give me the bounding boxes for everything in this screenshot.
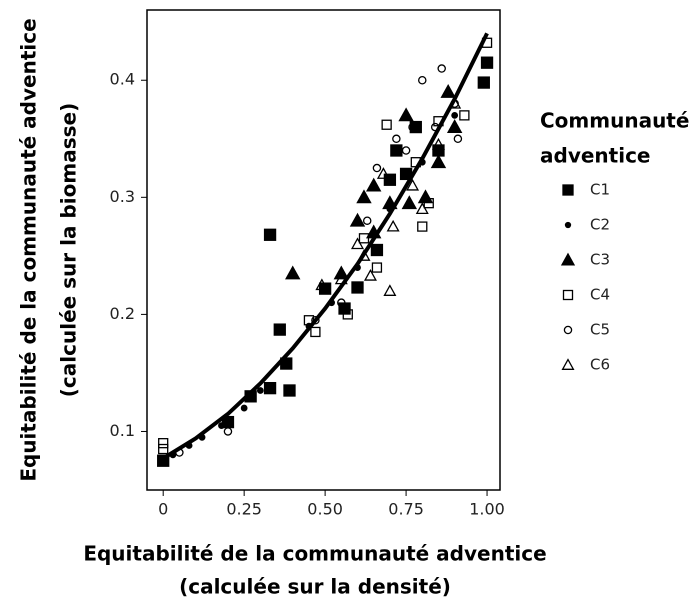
- point: [451, 111, 459, 119]
- fit-curve: [162, 32, 489, 461]
- point: [318, 282, 332, 295]
- point: [285, 265, 301, 280]
- point: [417, 221, 428, 232]
- point: [342, 309, 353, 320]
- point: [315, 278, 329, 291]
- x-tick-label: 0.75: [388, 500, 424, 519]
- y-tick-label: 0.1: [110, 421, 135, 440]
- point: [223, 427, 233, 436]
- legend-label: C4: [590, 286, 610, 304]
- legend-marker: [560, 252, 576, 266]
- point: [158, 443, 169, 455]
- y-axis-label: Equitabilité de la communauté adventice: [17, 18, 41, 481]
- legend-label: C2: [590, 216, 610, 234]
- point: [356, 189, 372, 204]
- point: [240, 404, 248, 412]
- point: [376, 167, 390, 179]
- point: [350, 237, 365, 250]
- y-tick-label: 0.3: [110, 187, 135, 206]
- point: [381, 119, 392, 130]
- point: [372, 163, 382, 173]
- point: [415, 202, 429, 214]
- legend-marker: [564, 221, 572, 229]
- point: [418, 75, 427, 85]
- point: [437, 64, 446, 73]
- point: [392, 134, 401, 144]
- y-tick-label: 0.4: [110, 70, 135, 89]
- point: [351, 281, 364, 294]
- point: [459, 110, 470, 121]
- point: [406, 178, 420, 191]
- point: [431, 137, 445, 150]
- legend-title: Communauté: [540, 109, 689, 133]
- point: [371, 262, 383, 273]
- point: [157, 454, 170, 467]
- point: [453, 134, 463, 144]
- point: [263, 228, 277, 241]
- x-axis-label: Equitabilité de la communauté adventice: [83, 542, 546, 566]
- x-axis-label: (calculée sur la densité): [179, 575, 451, 599]
- point: [446, 119, 463, 134]
- x-tick-label: 1.00: [469, 500, 505, 519]
- legend-label: C6: [590, 356, 610, 374]
- legend-marker: [563, 325, 573, 335]
- point: [263, 381, 277, 395]
- y-tick-label: 0.2: [110, 304, 135, 323]
- point: [283, 384, 296, 397]
- point: [358, 233, 370, 244]
- point: [401, 146, 411, 155]
- x-tick-label: 0.25: [226, 500, 262, 519]
- legend-marker: [562, 184, 574, 196]
- point: [430, 154, 447, 169]
- point: [158, 438, 169, 449]
- point: [383, 173, 397, 186]
- point: [408, 122, 417, 132]
- plot-frame: [146, 9, 501, 491]
- point: [480, 56, 494, 69]
- legend-marker: [561, 358, 575, 370]
- y-axis-label: (calculée sur la biomasse): [57, 103, 81, 397]
- legend-label: C1: [590, 181, 610, 199]
- point: [337, 298, 346, 307]
- legend-label: C3: [590, 251, 610, 269]
- x-tick-label: 0: [158, 500, 168, 519]
- point: [311, 315, 320, 325]
- point: [370, 243, 384, 257]
- point: [477, 76, 490, 89]
- point: [383, 284, 397, 296]
- point: [417, 189, 434, 204]
- point: [401, 195, 418, 210]
- point: [363, 269, 377, 281]
- point: [390, 144, 403, 157]
- point: [362, 216, 372, 225]
- legend-marker: [562, 289, 574, 301]
- point: [398, 107, 414, 122]
- legend-label: C5: [590, 321, 610, 339]
- point: [386, 219, 400, 232]
- point: [256, 387, 264, 394]
- legend-title: adventice: [540, 144, 651, 168]
- x-tick-label: 0.50: [307, 500, 343, 519]
- point: [365, 177, 382, 192]
- point: [310, 326, 321, 338]
- point: [273, 323, 286, 336]
- point: [440, 84, 456, 98]
- point: [423, 198, 434, 209]
- point: [349, 212, 366, 227]
- point: [218, 422, 225, 430]
